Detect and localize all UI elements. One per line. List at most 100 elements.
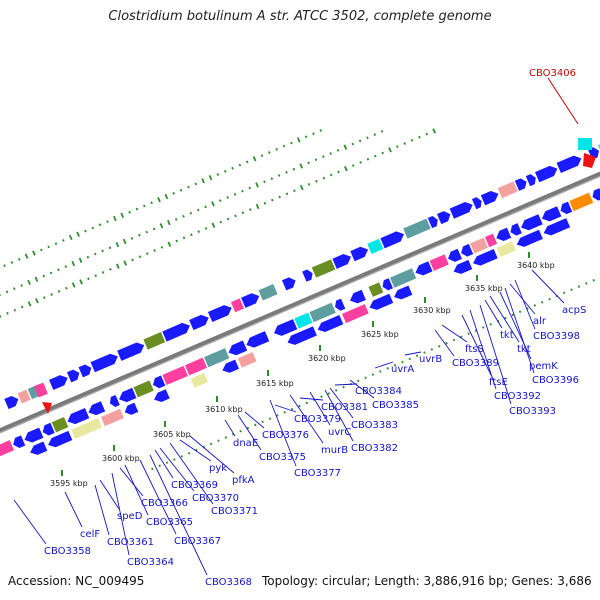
gene-label[interactable]: CBO3376 xyxy=(262,430,309,441)
gene-feature[interactable] xyxy=(123,402,139,417)
highlight-gene-group[interactable]: CBO3406 xyxy=(529,68,596,168)
gene-feature[interactable] xyxy=(244,331,270,350)
gene-feature[interactable] xyxy=(40,422,55,437)
gene-feature[interactable] xyxy=(207,303,234,323)
gene-feature[interactable] xyxy=(587,146,600,160)
gene-feature[interactable] xyxy=(190,372,208,388)
gene-feature[interactable] xyxy=(46,430,73,450)
gene-feature[interactable] xyxy=(133,380,154,398)
gene-feature[interactable] xyxy=(281,275,298,291)
gene-feature[interactable] xyxy=(413,261,433,278)
gene-label[interactable]: CBO3377 xyxy=(294,468,341,479)
gene-feature[interactable] xyxy=(390,268,417,288)
gene-label[interactable]: murB xyxy=(321,445,348,456)
gene-feature[interactable] xyxy=(542,218,571,238)
gene-feature[interactable] xyxy=(569,192,594,212)
gene-feature[interactable] xyxy=(348,289,366,306)
gene-label[interactable]: CBO3371 xyxy=(211,506,258,517)
gene-feature[interactable] xyxy=(470,237,488,254)
gene-feature[interactable] xyxy=(17,389,31,404)
gene-feature[interactable] xyxy=(540,206,562,223)
gene-feature[interactable] xyxy=(162,321,192,342)
gene-feature[interactable] xyxy=(162,365,188,386)
gene-label[interactable]: uvrB xyxy=(419,354,442,365)
gene-label[interactable]: CBO3379 xyxy=(294,414,341,425)
gene-feature[interactable] xyxy=(436,209,453,225)
gene-feature[interactable] xyxy=(65,408,90,426)
gene-label[interactable]: CBO3361 xyxy=(107,537,154,548)
gene-feature[interactable] xyxy=(332,252,353,269)
gene-label[interactable]: CBO3389 xyxy=(452,358,499,369)
gene-feature[interactable] xyxy=(446,248,462,264)
gene-feature[interactable] xyxy=(302,268,315,282)
gene-feature[interactable] xyxy=(494,227,512,244)
gene-feature[interactable] xyxy=(230,298,245,313)
gene-feature[interactable] xyxy=(484,233,498,248)
gene-feature[interactable] xyxy=(184,357,208,376)
gene-feature[interactable] xyxy=(367,238,384,254)
gene-label[interactable]: CBO3369 xyxy=(171,480,218,491)
gene-label[interactable]: celF xyxy=(80,529,100,540)
gene-feature[interactable] xyxy=(22,427,44,445)
gene-feature[interactable] xyxy=(189,313,211,331)
gene-feature[interactable] xyxy=(452,259,473,276)
gene-feature[interactable] xyxy=(66,368,82,383)
gene-feature[interactable] xyxy=(403,218,431,239)
gene-feature[interactable] xyxy=(86,401,106,417)
gene-label[interactable]: pfkA xyxy=(232,475,255,486)
reverse-strand-genes[interactable] xyxy=(0,176,600,457)
gene-feature[interactable] xyxy=(459,243,474,258)
gene-label[interactable]: pemK xyxy=(529,361,558,372)
gene-label[interactable]: CBO3375 xyxy=(259,452,306,463)
gene-feature[interactable] xyxy=(0,440,14,457)
gene-feature[interactable] xyxy=(241,291,261,308)
gene-feature[interactable] xyxy=(143,332,166,350)
forward-strand-genes[interactable] xyxy=(0,135,600,419)
gene-label[interactable]: uvrC xyxy=(328,427,351,438)
gene-feature[interactable] xyxy=(204,348,230,368)
gene-feature[interactable] xyxy=(525,173,538,187)
highlight-gene-label[interactable]: CBO3406 xyxy=(529,68,576,79)
gene-feature[interactable] xyxy=(226,340,248,358)
gene-feature[interactable] xyxy=(311,259,336,278)
gene-feature[interactable] xyxy=(449,200,475,219)
gene-feature[interactable] xyxy=(237,352,257,368)
gene-label[interactable]: tkt xyxy=(517,344,531,355)
gene-feature[interactable] xyxy=(49,373,70,390)
gene-feature[interactable] xyxy=(11,435,26,449)
gene-feature[interactable] xyxy=(380,278,393,292)
gene-feature[interactable] xyxy=(333,298,346,313)
gene-label[interactable]: CBO3384 xyxy=(355,386,402,397)
gene-feature[interactable] xyxy=(427,215,440,229)
gene-label[interactable]: CBO3365 xyxy=(146,517,193,528)
gene-label[interactable]: ftsS xyxy=(465,344,484,355)
gene-feature[interactable] xyxy=(350,244,370,262)
gene-feature[interactable] xyxy=(258,284,278,301)
gene-label[interactable]: alr xyxy=(533,316,547,327)
gene-feature[interactable] xyxy=(90,351,121,373)
gene-feature[interactable] xyxy=(480,189,501,206)
gene-label[interactable]: CBO3358 xyxy=(44,546,91,557)
gene-label[interactable]: CBO3383 xyxy=(351,420,398,431)
gene-label[interactable]: CBO3393 xyxy=(509,406,556,417)
gene-feature[interactable] xyxy=(380,229,406,249)
gene-label[interactable]: CBO3366 xyxy=(141,498,188,509)
gene-feature[interactable] xyxy=(71,418,103,439)
gene-label[interactable]: CBO3396 xyxy=(532,375,579,386)
gene-label[interactable]: tkt xyxy=(500,330,514,341)
gene-label[interactable]: CBO3398 xyxy=(533,331,580,342)
gene-feature[interactable] xyxy=(514,177,529,191)
gene-label[interactable]: CBO3364 xyxy=(127,557,174,568)
gene-label[interactable]: ftsE xyxy=(489,377,508,388)
gene-feature[interactable] xyxy=(429,254,449,271)
gene-feature[interactable] xyxy=(590,188,600,202)
gene-feature[interactable] xyxy=(220,359,240,375)
gene-label[interactable]: acpS xyxy=(562,305,586,316)
gene-feature[interactable] xyxy=(309,302,336,323)
gene-label[interactable]: uvrA xyxy=(391,364,414,375)
gene-feature[interactable] xyxy=(392,285,413,302)
gene-label[interactable]: CBO3392 xyxy=(494,391,541,402)
gene-feature[interactable] xyxy=(272,319,298,338)
gene-feature[interactable] xyxy=(556,153,584,174)
gene-feature[interactable] xyxy=(286,326,317,347)
